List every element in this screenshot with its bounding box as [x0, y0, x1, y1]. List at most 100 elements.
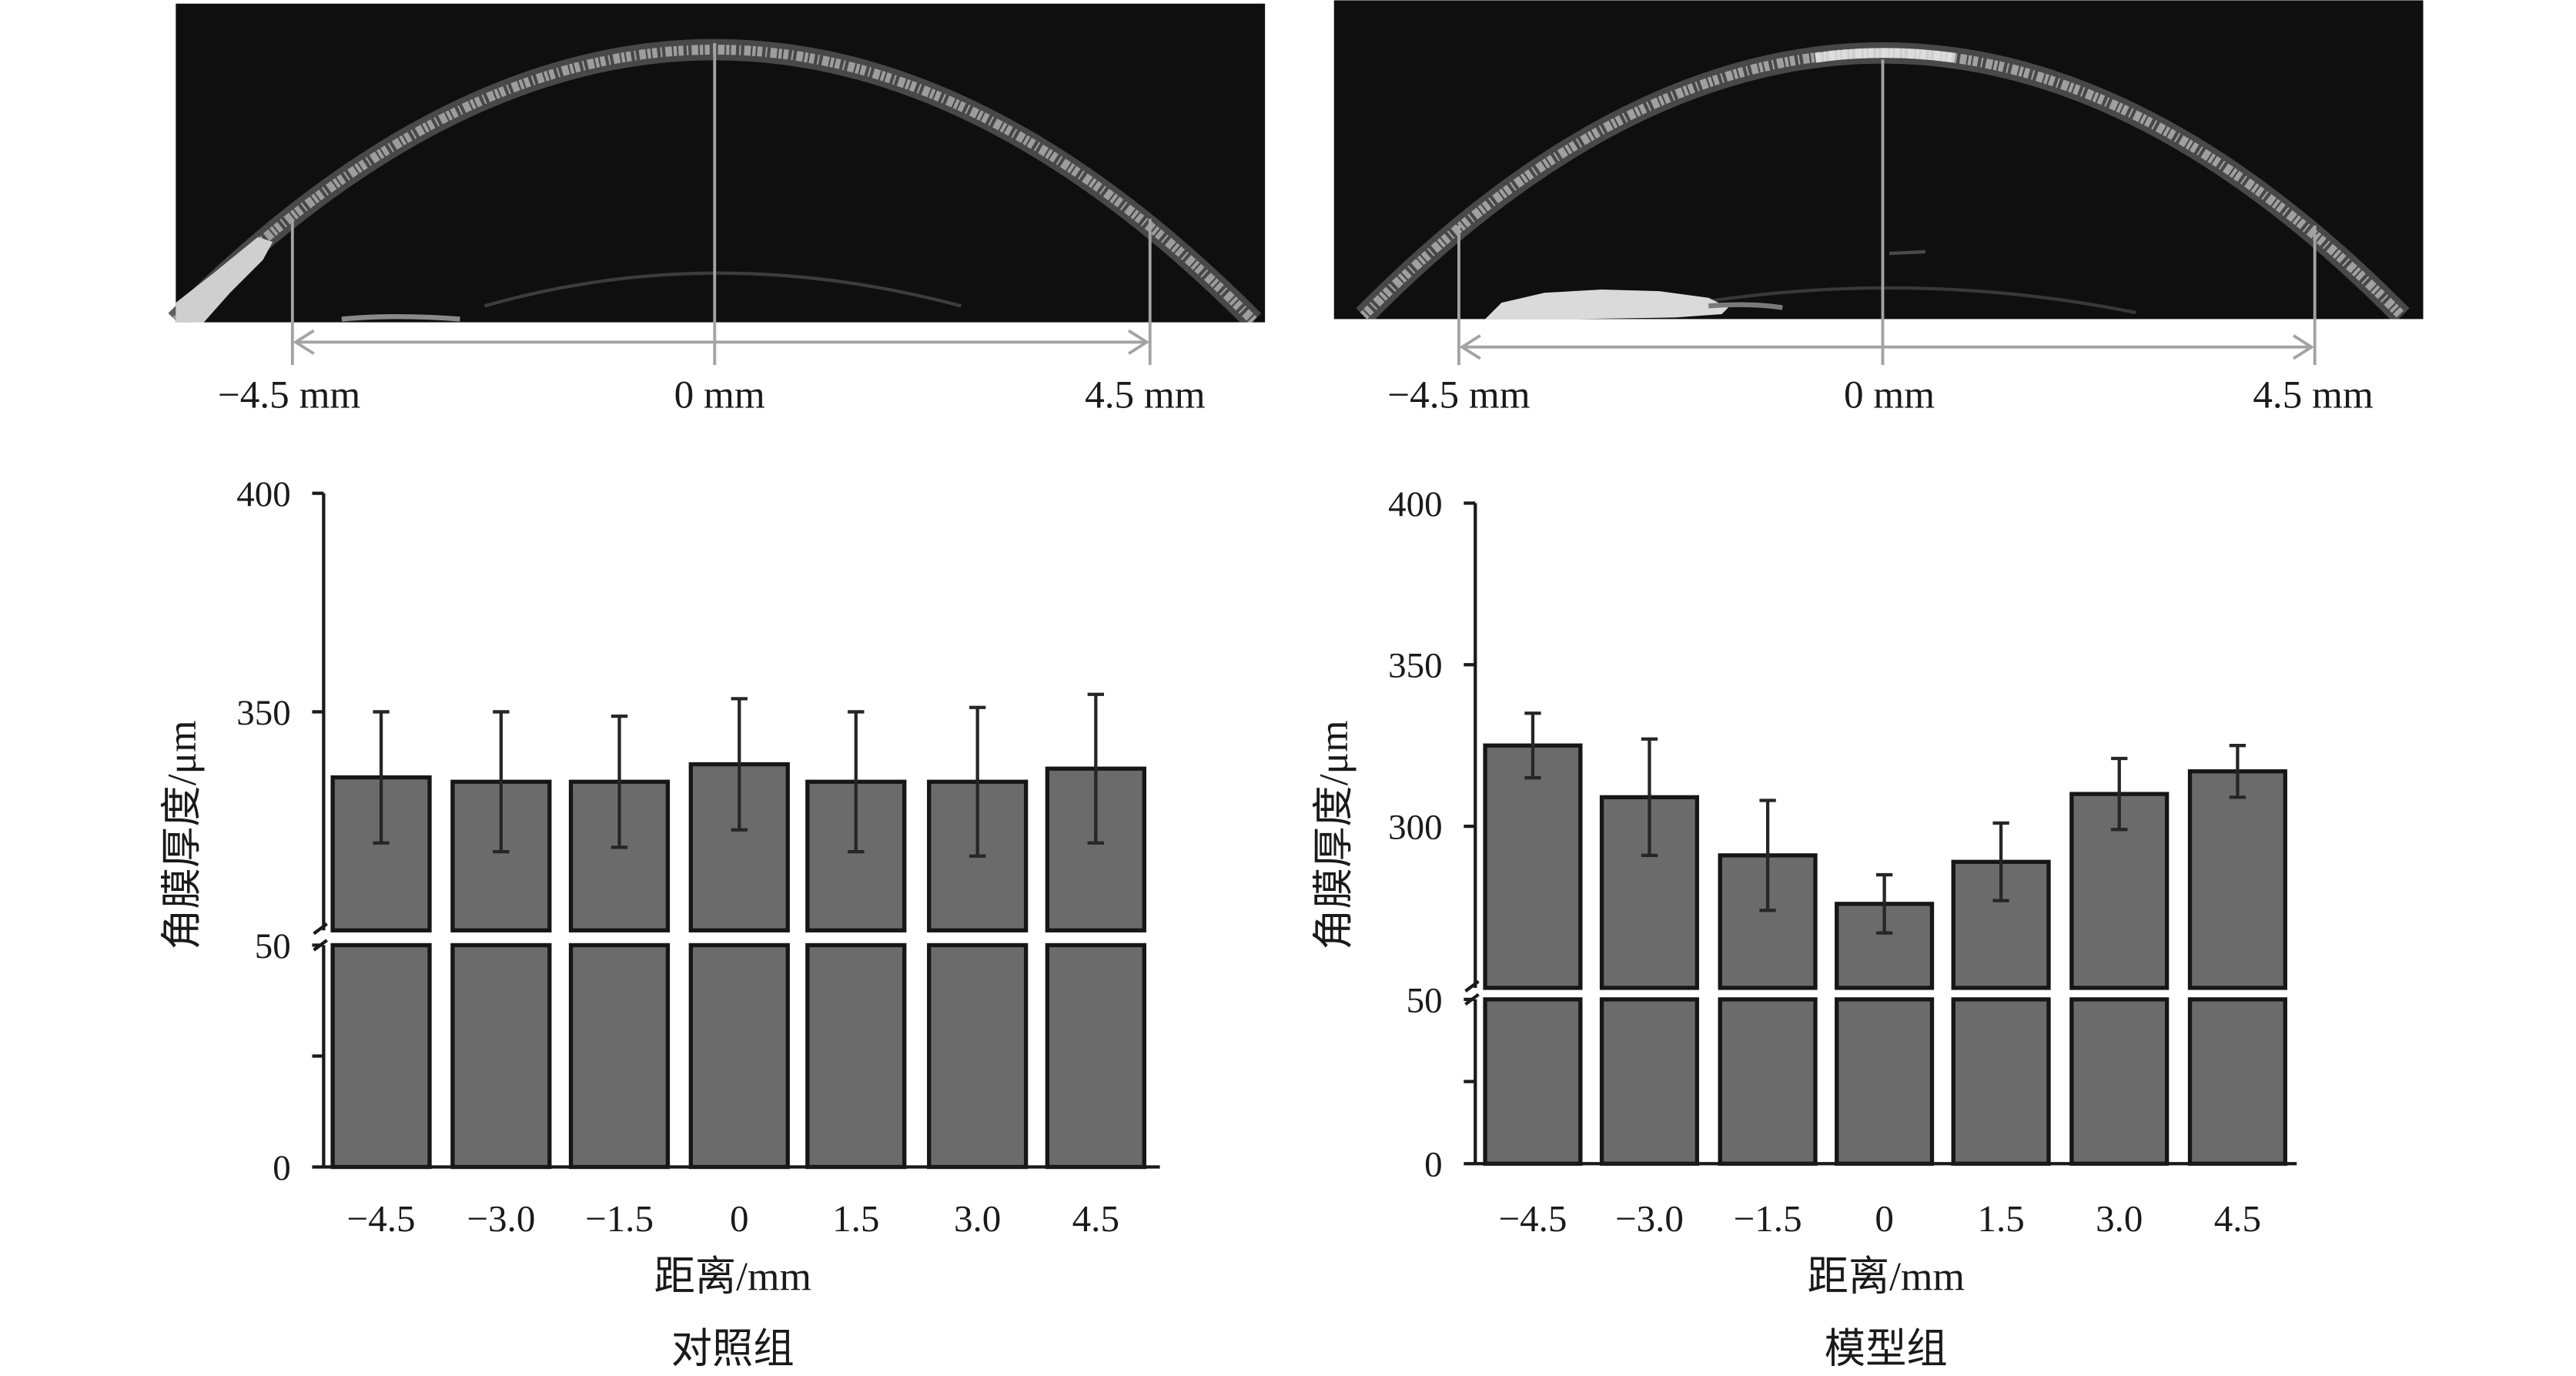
error-bar	[731, 697, 748, 832]
iris-reflection-tail	[1708, 302, 1783, 310]
apex-reflection	[1815, 48, 1956, 63]
bar-group	[1951, 821, 2051, 1166]
bar-lower-segment	[805, 942, 907, 1170]
error-bar	[1524, 711, 1541, 780]
bar	[1045, 766, 1146, 932]
y-tick-label: 400	[236, 474, 290, 514]
bar-lower-segment	[688, 942, 790, 1170]
scale-bar	[1457, 59, 2317, 366]
oct-panel-model: −4.5 mm 0 mm 4.5 mm	[1322, 0, 2440, 417]
bar-lower-segment	[568, 942, 671, 1170]
y-tick-label: 50	[1407, 980, 1443, 1020]
error-bar	[1992, 821, 2009, 902]
x-tick-label: −3.0	[467, 1197, 535, 1240]
bar-group	[2069, 756, 2170, 1166]
x-tick-label: 1.5	[832, 1197, 879, 1240]
y-tick-label: 300	[1388, 808, 1442, 848]
chart-caption: 模型组	[1825, 1325, 1948, 1371]
bar-lower-segment	[1835, 997, 1935, 1166]
bar-group	[688, 697, 790, 1170]
scale-bar	[290, 42, 1152, 366]
error-bar	[2229, 744, 2246, 799]
bar	[1483, 743, 1583, 990]
y-tick-label: 0	[273, 1148, 290, 1188]
x-tick-label: 3.0	[2096, 1197, 2143, 1240]
error-bar	[1875, 872, 1893, 935]
x-tick-label: 0	[1875, 1197, 1894, 1240]
bar-group	[450, 710, 552, 1170]
y-tick-label: 0	[1424, 1145, 1442, 1185]
bar-group	[330, 710, 432, 1170]
error-bar	[1087, 692, 1105, 845]
bar-lower-segment	[1718, 997, 1818, 1166]
y-tick-label: 50	[255, 926, 291, 966]
bar-chart-model: −4.5 −3.0 −1.5 0 1.5 3.0 4.5 0 50 300 350 400 距离/mm 角…	[1310, 484, 2297, 1371]
error-bar	[969, 705, 986, 858]
bar-lower-segment	[927, 942, 1029, 1170]
bar-lower-segment	[450, 942, 552, 1170]
image-edge-mask	[1322, 319, 2440, 333]
chart-caption: 对照组	[671, 1325, 795, 1371]
y-tick-label: 350	[236, 693, 290, 733]
arrowhead-left-icon	[1459, 334, 1481, 360]
oct-panel-control: −4.5 mm 0 mm 4.5 mm	[164, 3, 1282, 417]
error-bar	[848, 710, 865, 854]
scale-label-right: 4.5 mm	[2253, 373, 2374, 417]
iris-reflection	[1485, 290, 1728, 320]
x-tick-label: −4.5	[1498, 1197, 1567, 1240]
bar-group	[1483, 711, 1583, 1166]
bar-lower-segment	[1483, 997, 1583, 1166]
x-tick-label: −3.0	[1615, 1197, 1684, 1240]
bar-lower-segment	[1951, 997, 2051, 1166]
speckle-artifact	[1889, 249, 1926, 256]
y-axis-title: 角膜厚度/μm	[159, 720, 205, 949]
x-tick-label: −1.5	[1734, 1197, 1802, 1240]
x-tick-label: 4.5	[2214, 1197, 2261, 1240]
bar	[2187, 769, 2287, 990]
bar-group	[1718, 798, 1818, 1166]
error-bar	[373, 710, 390, 845]
bar-lower-segment	[2187, 997, 2287, 1166]
scale-label-center: 0 mm	[674, 373, 765, 417]
error-bar	[611, 714, 628, 849]
x-tick-label: −1.5	[585, 1197, 654, 1240]
bar-group	[1045, 692, 1146, 1170]
arrowhead-right-icon	[1127, 329, 1150, 355]
bar	[1718, 853, 1818, 990]
bar-chart-control: −4.5 −3.0 −1.5 0 1.5 3.0 4.5 0 50 350 400 距离/mm 角膜厚度…	[159, 474, 1160, 1371]
bar-group	[2187, 744, 2287, 1166]
lens-smear	[341, 314, 460, 322]
axis-break-mark	[313, 922, 328, 936]
bar-lower-segment	[330, 942, 432, 1170]
bar-group	[805, 710, 907, 1170]
x-axis-title: 距离/mm	[654, 1254, 811, 1300]
scale-label-right: 4.5 mm	[1085, 373, 1206, 417]
bar-group	[1599, 737, 1700, 1166]
scale-label-left: −4.5 mm	[1387, 373, 1531, 417]
y-tick-label: 400	[1388, 484, 1442, 524]
bar-lower-segment	[1045, 942, 1146, 1170]
scale-label-center: 0 mm	[1844, 373, 1935, 417]
x-tick-label: 3.0	[954, 1197, 1001, 1240]
error-bar	[493, 710, 510, 854]
bar-lower-segment	[1599, 997, 1700, 1166]
x-tick-label: 4.5	[1072, 1197, 1119, 1240]
iris-reflection	[176, 236, 273, 323]
y-axis-title: 角膜厚度/μm	[1310, 720, 1357, 949]
axis-break-mark	[1464, 979, 1480, 993]
arrowhead-left-icon	[293, 329, 315, 355]
x-axis-title: 距离/mm	[1808, 1254, 1965, 1300]
error-bar	[1641, 737, 1658, 858]
arrowhead-right-icon	[2292, 334, 2315, 360]
error-bar	[1759, 798, 1776, 912]
x-tick-label: 0	[730, 1197, 749, 1240]
bar-lower-segment	[2069, 997, 2170, 1166]
x-tick-label: 1.5	[1977, 1197, 2024, 1240]
image-edge-mask	[164, 322, 1282, 336]
error-bar	[2111, 756, 2128, 832]
x-tick-label: −4.5	[347, 1197, 416, 1240]
bar-group	[1835, 872, 1935, 1166]
lens-reflection	[483, 271, 962, 308]
y-tick-label: 350	[1388, 646, 1442, 686]
